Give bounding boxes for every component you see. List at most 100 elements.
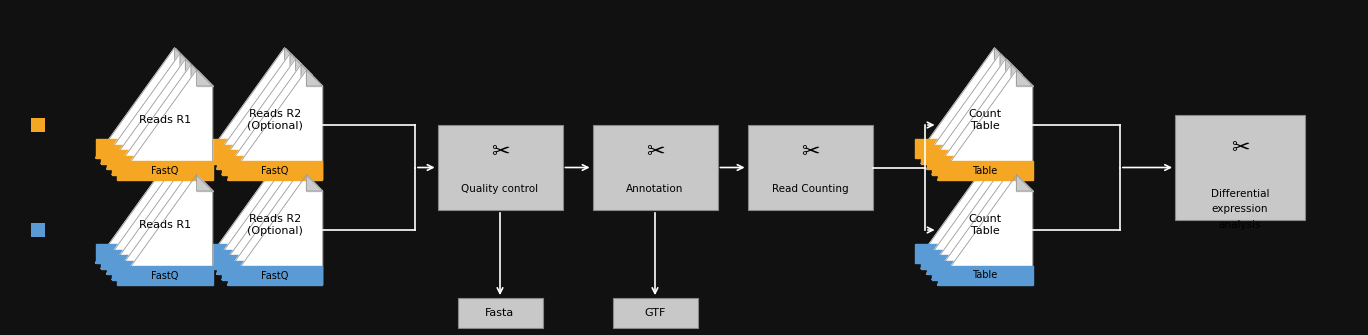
Polygon shape xyxy=(96,153,190,263)
Text: FastQ: FastQ xyxy=(152,165,179,176)
Polygon shape xyxy=(290,54,306,69)
Polygon shape xyxy=(1005,164,1022,180)
Polygon shape xyxy=(186,164,201,180)
Text: Read Counting: Read Counting xyxy=(772,184,848,194)
Polygon shape xyxy=(921,144,1016,163)
Polygon shape xyxy=(205,153,301,263)
Polygon shape xyxy=(118,266,212,285)
Polygon shape xyxy=(301,65,317,80)
FancyBboxPatch shape xyxy=(613,298,698,328)
Polygon shape xyxy=(205,244,301,263)
Text: Differential: Differential xyxy=(1211,189,1270,199)
FancyBboxPatch shape xyxy=(1175,115,1305,220)
Polygon shape xyxy=(222,65,317,175)
Polygon shape xyxy=(926,150,1022,169)
Polygon shape xyxy=(222,261,317,279)
Polygon shape xyxy=(1016,70,1033,86)
FancyBboxPatch shape xyxy=(747,125,873,210)
Text: Table: Table xyxy=(973,165,997,176)
Polygon shape xyxy=(295,164,312,180)
Text: Reads R2
(Optional): Reads R2 (Optional) xyxy=(248,109,302,131)
Polygon shape xyxy=(216,59,312,169)
Polygon shape xyxy=(995,153,1011,169)
Polygon shape xyxy=(211,250,306,268)
Polygon shape xyxy=(937,70,1033,180)
Polygon shape xyxy=(118,70,212,180)
Polygon shape xyxy=(181,54,196,69)
Polygon shape xyxy=(222,170,317,279)
Polygon shape xyxy=(197,70,212,86)
Polygon shape xyxy=(101,54,196,163)
Polygon shape xyxy=(285,153,301,169)
Polygon shape xyxy=(932,170,1027,279)
Polygon shape xyxy=(211,54,306,163)
Text: analysis: analysis xyxy=(1219,220,1261,230)
Polygon shape xyxy=(205,48,301,158)
Polygon shape xyxy=(306,70,323,86)
Polygon shape xyxy=(112,155,207,175)
Polygon shape xyxy=(1000,54,1016,69)
Polygon shape xyxy=(1011,170,1027,186)
Polygon shape xyxy=(205,139,301,158)
Polygon shape xyxy=(107,164,201,274)
Polygon shape xyxy=(101,250,196,268)
FancyBboxPatch shape xyxy=(592,125,717,210)
Polygon shape xyxy=(290,158,306,175)
Polygon shape xyxy=(227,266,323,285)
Polygon shape xyxy=(227,70,323,180)
Polygon shape xyxy=(932,65,1027,175)
Polygon shape xyxy=(915,244,1011,263)
Polygon shape xyxy=(192,65,207,80)
Polygon shape xyxy=(921,250,1016,268)
Polygon shape xyxy=(915,48,1011,158)
Polygon shape xyxy=(932,155,1027,175)
Polygon shape xyxy=(227,175,323,285)
Polygon shape xyxy=(181,158,196,175)
Polygon shape xyxy=(932,261,1027,279)
Bar xyxy=(31,118,45,132)
Text: ✂: ✂ xyxy=(646,142,665,162)
Polygon shape xyxy=(285,48,301,64)
Text: Reads R2
(Optional): Reads R2 (Optional) xyxy=(248,214,302,236)
Polygon shape xyxy=(306,175,323,191)
Polygon shape xyxy=(192,170,207,186)
Text: ✂: ✂ xyxy=(491,142,509,162)
Polygon shape xyxy=(216,150,312,169)
Text: Quality control: Quality control xyxy=(461,184,539,194)
Polygon shape xyxy=(197,175,212,191)
Text: Reads R1: Reads R1 xyxy=(140,115,192,125)
Polygon shape xyxy=(926,164,1022,274)
Polygon shape xyxy=(915,153,1011,263)
Text: ✂: ✂ xyxy=(800,142,819,162)
Text: Table: Table xyxy=(973,270,997,280)
Polygon shape xyxy=(112,170,207,279)
Text: ✂: ✂ xyxy=(1231,139,1249,158)
Polygon shape xyxy=(926,59,1022,169)
Polygon shape xyxy=(175,153,190,169)
Text: Fasta: Fasta xyxy=(486,308,514,318)
Polygon shape xyxy=(1016,175,1033,191)
Polygon shape xyxy=(921,54,1016,163)
Polygon shape xyxy=(96,139,190,158)
Polygon shape xyxy=(211,158,306,268)
Polygon shape xyxy=(96,48,190,158)
Polygon shape xyxy=(295,59,312,75)
Polygon shape xyxy=(107,255,201,274)
Text: Annotation: Annotation xyxy=(627,184,684,194)
Polygon shape xyxy=(921,158,1016,268)
Polygon shape xyxy=(937,266,1033,285)
Bar xyxy=(31,223,45,237)
FancyBboxPatch shape xyxy=(457,298,543,328)
Polygon shape xyxy=(107,59,201,169)
Polygon shape xyxy=(175,48,190,64)
Polygon shape xyxy=(186,59,201,75)
Polygon shape xyxy=(112,261,207,279)
Polygon shape xyxy=(915,139,1011,158)
Polygon shape xyxy=(211,144,306,163)
Polygon shape xyxy=(216,255,312,274)
Polygon shape xyxy=(1011,65,1027,80)
Polygon shape xyxy=(107,150,201,169)
Text: FastQ: FastQ xyxy=(261,270,289,280)
Polygon shape xyxy=(995,48,1011,64)
Polygon shape xyxy=(216,164,312,274)
